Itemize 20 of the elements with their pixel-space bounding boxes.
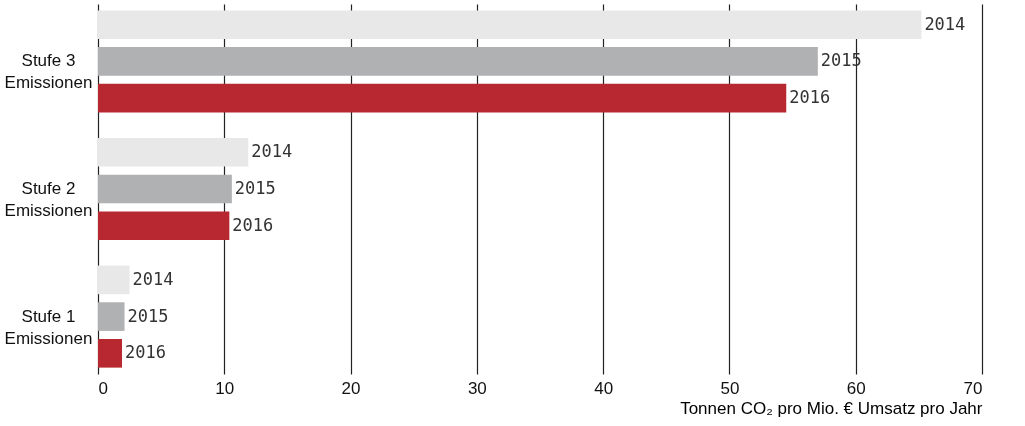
- x-tick-label: 70: [963, 378, 983, 398]
- text: 2016: [124, 342, 166, 363]
- text: 2016: [232, 214, 274, 235]
- y-tick-label: Stufe 1 Emissionen: [4, 306, 93, 348]
- text: 2015: [234, 178, 276, 198]
- text: 2014: [251, 141, 293, 162]
- series-label: 2014: [924, 13, 966, 34]
- y-tick-label: Stufe 3 Emissionen: [4, 51, 93, 93]
- x-tick-label: 10: [215, 378, 235, 398]
- series-label: 2016: [789, 87, 831, 108]
- x-tick-label: 50: [720, 378, 740, 398]
- x-axis-title: Tonnen CO₂ pro Mio. € Umsatz pro Jahr: [680, 398, 983, 418]
- x-tick-label: 0: [98, 378, 108, 398]
- x-tick-label: 60: [846, 378, 866, 398]
- x-tick-label: 30: [467, 378, 487, 398]
- x-tick-label: 40: [594, 378, 614, 398]
- y-tick-label: Stufe 2 Emissionen: [4, 179, 93, 220]
- text: 2015: [127, 305, 169, 326]
- x-tick-label: 20: [341, 378, 361, 398]
- text: 2014: [132, 268, 174, 289]
